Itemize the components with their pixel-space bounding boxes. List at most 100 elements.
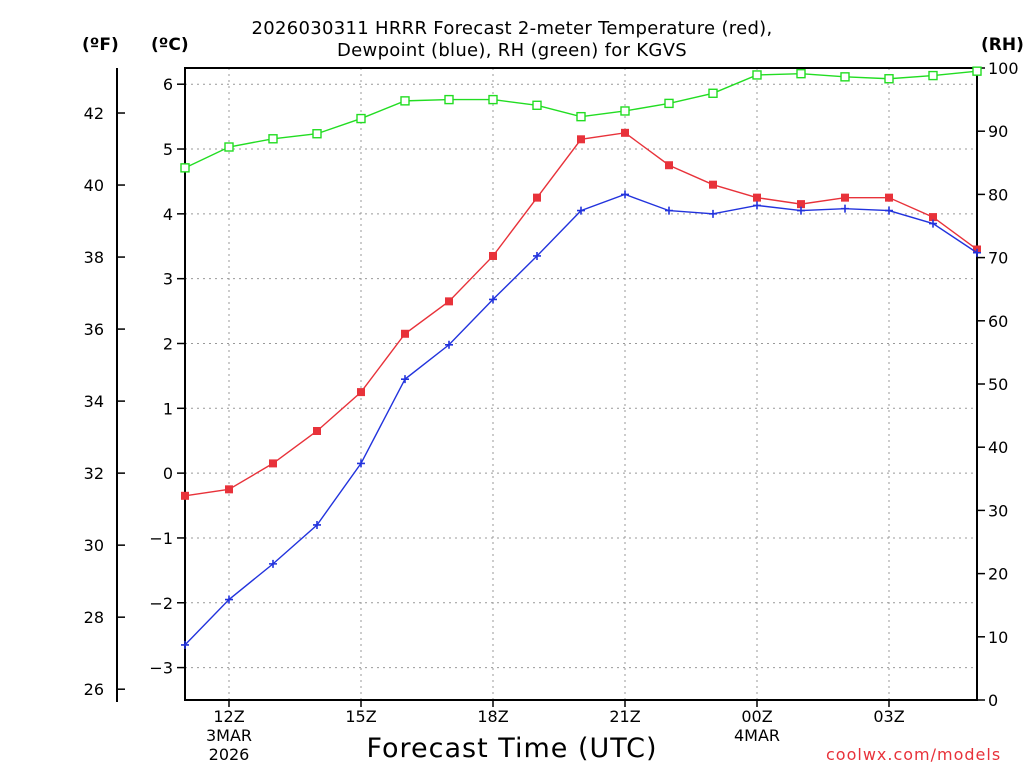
x-tick-date-label: 3MAR	[206, 726, 252, 745]
dewpoint-point	[269, 559, 277, 568]
fahrenheit-tick-label: 38	[84, 248, 104, 267]
rh-point	[972, 66, 982, 76]
dewpoint-point	[973, 248, 981, 257]
fahrenheit-tick-label: 40	[84, 176, 104, 195]
rh-point	[796, 68, 806, 79]
temperature-point	[709, 180, 717, 189]
plot-frame	[184, 67, 978, 701]
x-tick-label: 00Z	[741, 707, 772, 726]
celsius-unit-label: (ºC)	[151, 35, 189, 55]
temperature-point	[753, 193, 761, 202]
celsius-tick-label: 1	[163, 399, 173, 418]
temperature-point	[357, 388, 365, 397]
rh-point	[664, 98, 674, 109]
rh-point	[180, 163, 190, 173]
dewpoint-point	[841, 204, 849, 213]
rh-tick-label: 10	[988, 628, 1008, 647]
temperature-point	[313, 426, 321, 435]
x-tick-label: 03Z	[873, 707, 904, 726]
temperature-line	[184, 132, 978, 497]
temperature-point	[225, 485, 233, 494]
x-tick-date-label: 2026	[209, 745, 250, 764]
celsius-tick-label: 2	[163, 334, 173, 353]
rh-point	[752, 70, 762, 80]
dewpoint-point	[357, 459, 365, 468]
temperature-point	[841, 193, 849, 202]
rh-tick-label: 40	[988, 438, 1008, 457]
rh-point	[620, 106, 630, 116]
x-tick-label: 18Z	[477, 707, 508, 726]
dewpoint-point	[753, 201, 761, 210]
dewpoint-point	[313, 520, 321, 529]
x-tick-label: 12Z	[213, 707, 244, 726]
rh-tick-label: 0	[988, 691, 998, 710]
celsius-tick-label: 3	[163, 270, 173, 289]
x-axis-label: Forecast Time (UTC)	[366, 733, 658, 764]
celsius-tick-label: 6	[163, 75, 173, 94]
dewpoint-point	[885, 206, 893, 215]
temperature-point	[401, 329, 409, 338]
celsius-tick-label: 5	[163, 140, 173, 159]
celsius-tick-label: −2	[149, 594, 173, 613]
celsius-tick-label: −3	[149, 659, 173, 678]
rh-tick-label: 100	[988, 59, 1019, 78]
rh-point	[884, 74, 894, 84]
dewpoint-point	[225, 595, 233, 604]
rh-tick-label: 80	[988, 185, 1008, 204]
dewpoint-line	[184, 193, 978, 646]
rh-tick-label: 50	[988, 375, 1008, 394]
rh-point	[488, 94, 498, 105]
temperature-point	[445, 297, 453, 306]
rh-point	[840, 72, 850, 82]
site-credit: coolwx.com/models	[826, 745, 1002, 764]
temperature-point	[269, 459, 277, 468]
rh-point	[312, 129, 322, 139]
rh-tick-label: 90	[988, 122, 1008, 141]
x-tick-label: 15Z	[345, 707, 376, 726]
fahrenheit-tick-label: 36	[84, 320, 104, 339]
temperature-point	[533, 193, 541, 202]
rh-point	[928, 70, 938, 81]
dewpoint-point	[665, 206, 673, 215]
dewpoint-point	[533, 251, 541, 260]
rh-point	[444, 94, 454, 105]
fahrenheit-tick-label: 26	[84, 680, 104, 699]
celsius-tick-label: 0	[163, 464, 173, 483]
temperature-point	[489, 251, 497, 260]
fahrenheit-tick-label: 42	[84, 104, 104, 123]
dewpoint-point	[797, 206, 805, 215]
chart-title-line-2: Dewpoint (blue), RH (green) for KGVS	[337, 40, 687, 61]
dewpoint-point	[621, 190, 629, 199]
rh-tick-label: 70	[988, 249, 1008, 268]
celsius-tick-label: −1	[149, 529, 173, 548]
fahrenheit-tick-label: 32	[84, 464, 104, 483]
rh-point	[224, 142, 234, 152]
rh-tick-label: 30	[988, 501, 1008, 520]
rh-unit-label: (RH)	[981, 35, 1024, 55]
rh-point	[708, 88, 718, 98]
dewpoint-point	[489, 295, 497, 304]
dewpoint-point	[401, 375, 409, 384]
fahrenheit-unit-label: (ºF)	[82, 35, 119, 55]
x-tick-label: 21Z	[609, 707, 640, 726]
rh-tick-label: 20	[988, 565, 1008, 584]
temperature-point	[181, 491, 189, 500]
dewpoint-point	[577, 206, 585, 215]
rh-point	[576, 111, 586, 122]
chart-title-line-1: 2026030311 HRRR Forecast 2-meter Tempera…	[251, 18, 773, 39]
chart-gridlines	[185, 68, 977, 700]
rh-point	[356, 113, 366, 124]
chart-series	[180, 66, 982, 649]
temperature-point	[929, 213, 937, 222]
x-tick-date-label: 4MAR	[734, 726, 780, 745]
dewpoint-point	[709, 209, 717, 218]
temperature-point	[577, 135, 585, 144]
dewpoint-point	[181, 640, 189, 649]
celsius-tick-label: 4	[163, 205, 173, 224]
rh-point	[268, 134, 278, 144]
temperature-point	[665, 161, 673, 170]
rh-point	[400, 96, 410, 106]
temperature-point	[885, 193, 893, 202]
chart-ticks: −3−2−10123456262830323436384042010203040…	[84, 59, 1019, 764]
